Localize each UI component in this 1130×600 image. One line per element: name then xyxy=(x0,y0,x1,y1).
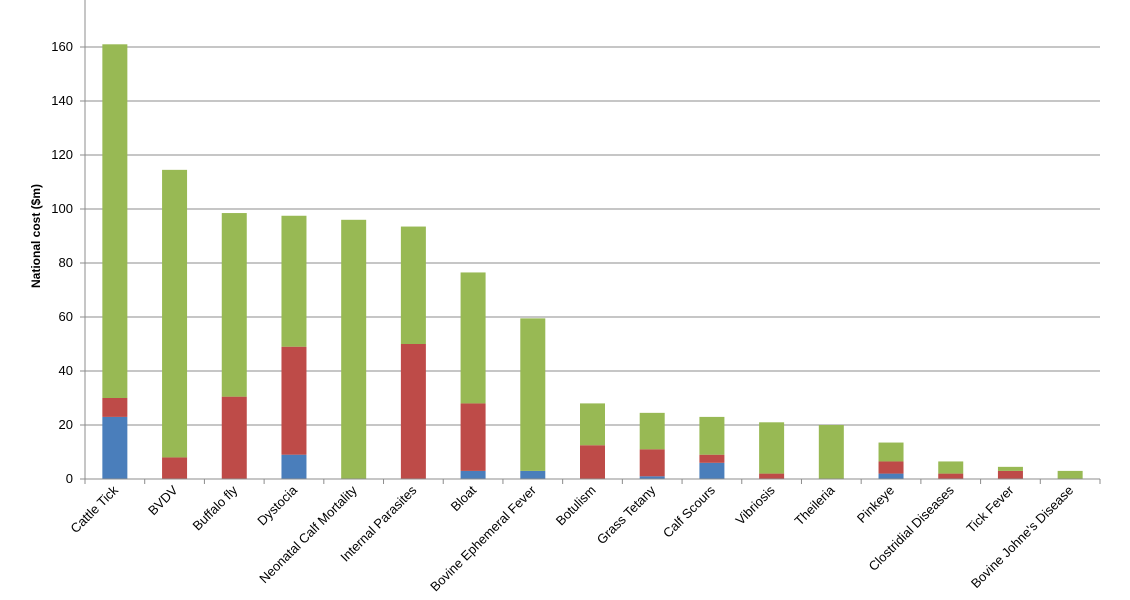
axes xyxy=(80,0,1101,484)
bar-segment-2 xyxy=(400,344,426,479)
bar-segment-1 xyxy=(102,416,128,479)
bar-segment-2 xyxy=(759,473,785,479)
bars xyxy=(102,44,1083,480)
y-tick-label: 140 xyxy=(51,93,73,108)
bar-segment-1 xyxy=(878,473,904,479)
bar-segment-1 xyxy=(460,470,486,479)
bar-segment-2 xyxy=(102,398,128,417)
bar-segment-2 xyxy=(639,449,665,477)
x-tick-label: Bovine Ephemeral Fever xyxy=(427,482,539,594)
bar-segment-3 xyxy=(580,403,605,446)
bar-segment-2 xyxy=(938,473,964,479)
bar-segment-3 xyxy=(759,422,785,474)
bar-segment-1 xyxy=(281,454,307,479)
y-axis-title: National cost ($m) xyxy=(29,184,43,288)
bar-segment-3 xyxy=(639,412,665,450)
bar-segment-2 xyxy=(878,461,904,474)
y-tick-label: 0 xyxy=(66,471,73,486)
x-tick-label: Bloat xyxy=(448,482,480,514)
y-tick-label: 80 xyxy=(59,255,73,270)
bar-segment-2 xyxy=(221,396,247,479)
bar-segment-3 xyxy=(281,215,307,347)
bar-segment-3 xyxy=(460,272,486,404)
bar-segment-2 xyxy=(580,445,605,479)
bar-segment-2 xyxy=(997,470,1023,479)
x-tick-label: Buffalo fly xyxy=(190,482,241,533)
x-tick-label: BVDV xyxy=(145,482,181,518)
bar-segment-3 xyxy=(341,219,367,480)
y-tick-label: 120 xyxy=(51,147,73,162)
y-tick-label: 100 xyxy=(51,201,73,216)
x-tick-label: Bovine Johne's Disease xyxy=(968,483,1076,591)
bar-segment-3 xyxy=(102,44,128,399)
x-tick-label: Tick Fever xyxy=(963,482,1017,536)
y-tick-label: 60 xyxy=(59,309,73,324)
bar-segment-3 xyxy=(997,466,1023,471)
y-tick-label: 20 xyxy=(59,417,73,432)
bar-segment-3 xyxy=(221,213,247,397)
bar-segment-3 xyxy=(162,169,188,458)
x-tick-label: Vibriosis xyxy=(733,482,779,528)
bar-segment-3 xyxy=(878,442,904,462)
bar-segment-3 xyxy=(938,461,964,474)
bar-segment-2 xyxy=(460,403,486,471)
bar-segment-2 xyxy=(699,454,725,463)
bar-segment-2 xyxy=(281,346,307,455)
x-tick-label: Theileria xyxy=(792,482,838,528)
x-tick-label: Calf Scours xyxy=(660,482,718,540)
bar-segment-3 xyxy=(1057,470,1083,479)
bar-segment-2 xyxy=(162,457,188,479)
x-tick-label: Neonatal Calf Mortality xyxy=(256,482,360,586)
x-tick-label: Botulism xyxy=(553,483,599,529)
bar-segment-3 xyxy=(520,318,546,471)
gridlines xyxy=(85,46,1100,426)
y-tick-label: 160 xyxy=(51,39,73,54)
bar-segment-3 xyxy=(400,226,426,344)
x-tick-label: Pinkeye xyxy=(854,483,897,526)
bar-segment-1 xyxy=(699,462,725,479)
bar-segment-3 xyxy=(699,416,725,455)
bar-segment-1 xyxy=(520,470,546,479)
x-tick-label: Cattle Tick xyxy=(67,482,121,536)
y-tick-label: 40 xyxy=(59,363,73,378)
x-tick-label: Grass Tetany xyxy=(594,482,659,547)
bar-segment-1 xyxy=(639,476,665,479)
x-tick-label: Dystocia xyxy=(254,482,300,528)
bar-segment-3 xyxy=(818,425,844,479)
